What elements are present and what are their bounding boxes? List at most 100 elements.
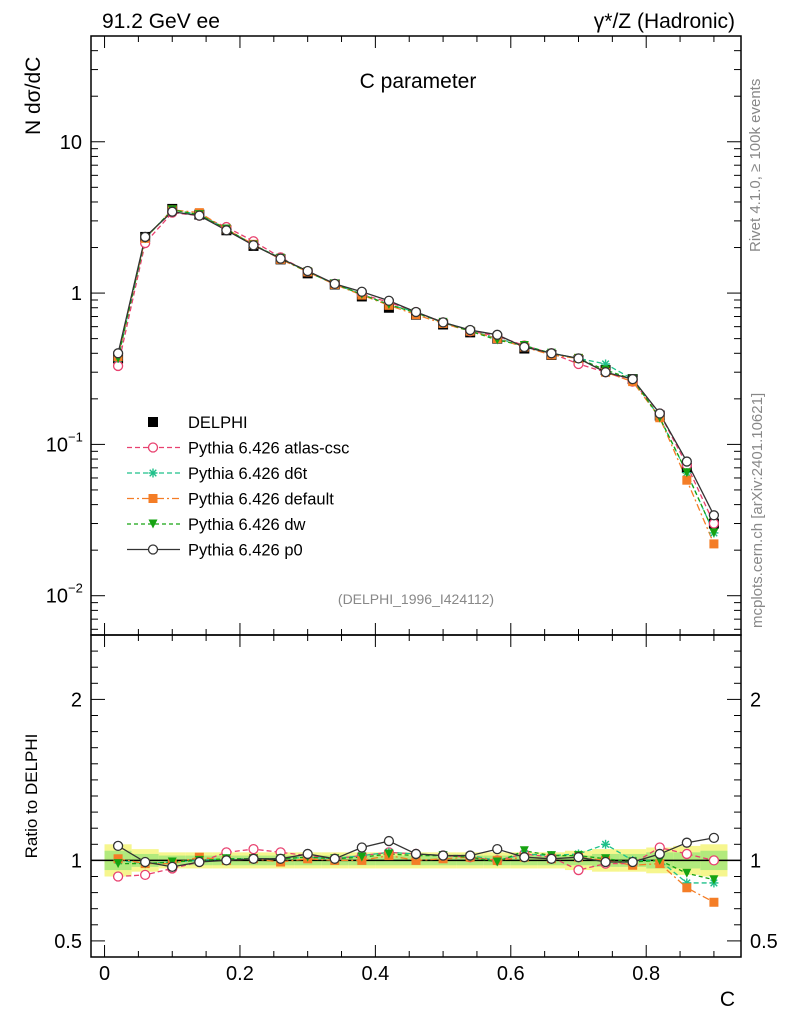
legend-label: Pythia 6.426 d6t — [188, 465, 308, 483]
ratio-point — [383, 835, 395, 847]
data-point — [302, 265, 313, 277]
ratio-point — [113, 859, 123, 869]
ratio-point — [410, 848, 422, 860]
ratio-point — [682, 883, 692, 893]
ratio-plot-frame — [90, 634, 742, 958]
ratio-point — [302, 848, 313, 860]
ratio-point — [140, 856, 151, 868]
legend-marker — [147, 544, 159, 555]
series-line — [117, 209, 715, 545]
data-point — [519, 341, 530, 353]
ratio-plot-panel: 0 0.2 0.4 0.6 0.82 21 10.5 0.5 Ratio to DELPHI … — [22, 634, 778, 1011]
header-energy-label: 91.2 GeV ee — [102, 10, 220, 33]
ratio-point — [546, 853, 557, 864]
x-tick-label: 0.8 — [632, 963, 660, 985]
ratio-point — [519, 846, 529, 856]
y-tick-label-exponent: −2 — [68, 581, 83, 596]
ratio-point — [519, 852, 530, 863]
legend-marker — [148, 494, 158, 503]
data-point — [709, 539, 719, 549]
legend-label: Pythia 6.426 dw — [188, 516, 305, 534]
ratio-point — [221, 855, 232, 866]
y-tick-label: 10 — [60, 132, 82, 154]
chart-title: C parameter — [360, 70, 477, 93]
ratio-point — [248, 843, 259, 855]
data-point — [383, 295, 395, 306]
ratio-point — [601, 839, 611, 849]
ratio-y-tick-label: 1 — [750, 850, 761, 872]
x-tick-label: 0 — [99, 963, 110, 985]
ratio-point — [708, 832, 720, 844]
series-line — [117, 209, 715, 534]
data-point — [465, 324, 476, 336]
data-point — [708, 510, 720, 521]
ratio-point — [113, 854, 123, 864]
data-point — [546, 348, 557, 359]
data-point — [600, 367, 611, 378]
legend-label: Pythia 6.426 atlas-csc — [188, 440, 349, 458]
legend-label: DELPHI — [188, 414, 248, 432]
ratio-point — [492, 857, 502, 867]
x-tick-label: 0.2 — [226, 963, 254, 985]
ratio-y-tick-label: 0.5 — [54, 931, 82, 953]
ratio-point — [112, 871, 124, 882]
ratio-point — [681, 848, 692, 860]
data-point — [682, 468, 692, 478]
data-point — [573, 353, 584, 364]
mcplots-credit-label: mcplots.cern.ch [arXiv:2401.10621] — [749, 393, 766, 628]
ratio-point — [384, 849, 394, 859]
data-point — [167, 206, 178, 217]
ratio-point — [275, 853, 286, 864]
ratio-y-axis-label: Ratio to DELPHI — [22, 734, 41, 859]
ratio-point — [682, 868, 692, 878]
x-tick-label: 0.6 — [497, 963, 525, 985]
ratio-y-tick-label: 2 — [71, 689, 82, 711]
data-point — [709, 528, 719, 538]
data-point — [329, 278, 340, 290]
header-process-label: γ*/Z (Hadronic) — [594, 10, 735, 33]
ratio-point — [411, 855, 421, 865]
y-tick-label: 10 — [46, 434, 68, 456]
ratio-point — [112, 840, 124, 852]
data-point — [112, 348, 124, 359]
ratio-point — [194, 856, 205, 868]
ratio-point — [600, 856, 611, 868]
y-tick-label: 1 — [71, 283, 82, 305]
legend-label: Pythia 6.426 p0 — [188, 542, 303, 560]
ratio-series-line — [118, 850, 715, 881]
analysis-tag: (DELPHI_1996_I424112) — [338, 591, 494, 607]
ratio-y-tick-label: 1 — [71, 850, 82, 872]
y-tick-label-exponent: −1 — [68, 429, 83, 444]
data-point — [437, 317, 449, 328]
legend-marker — [148, 468, 158, 478]
ratio-point — [465, 850, 476, 861]
ratio-point — [681, 837, 692, 848]
data-point — [410, 306, 422, 318]
ratio-point — [140, 869, 151, 881]
rivet-version-label: Rivet 4.1.0, ≥ 100k events — [747, 79, 764, 252]
ratio-point — [654, 848, 665, 860]
y-tick-label: 10 — [46, 586, 68, 608]
ratio-point — [708, 855, 720, 866]
ratio-point — [329, 853, 340, 864]
data-point — [627, 373, 638, 385]
ratio-point — [357, 852, 367, 862]
data-point — [654, 408, 665, 419]
legend-marker — [147, 442, 159, 453]
ratio-y-tick-label: 2 — [750, 689, 761, 711]
data-point — [275, 253, 286, 264]
data-point — [356, 286, 367, 297]
ratio-series-line — [118, 846, 715, 878]
data-point — [248, 240, 259, 251]
ratio-point — [573, 864, 584, 876]
data-point — [194, 210, 205, 221]
x-axis-label: C — [720, 988, 735, 1011]
data-point — [221, 225, 232, 236]
data-point — [681, 456, 692, 467]
ratio-point — [573, 852, 584, 863]
ratio-point — [709, 875, 719, 885]
legend-label: Pythia 6.426 default — [188, 491, 334, 509]
ratio-point — [167, 861, 178, 872]
